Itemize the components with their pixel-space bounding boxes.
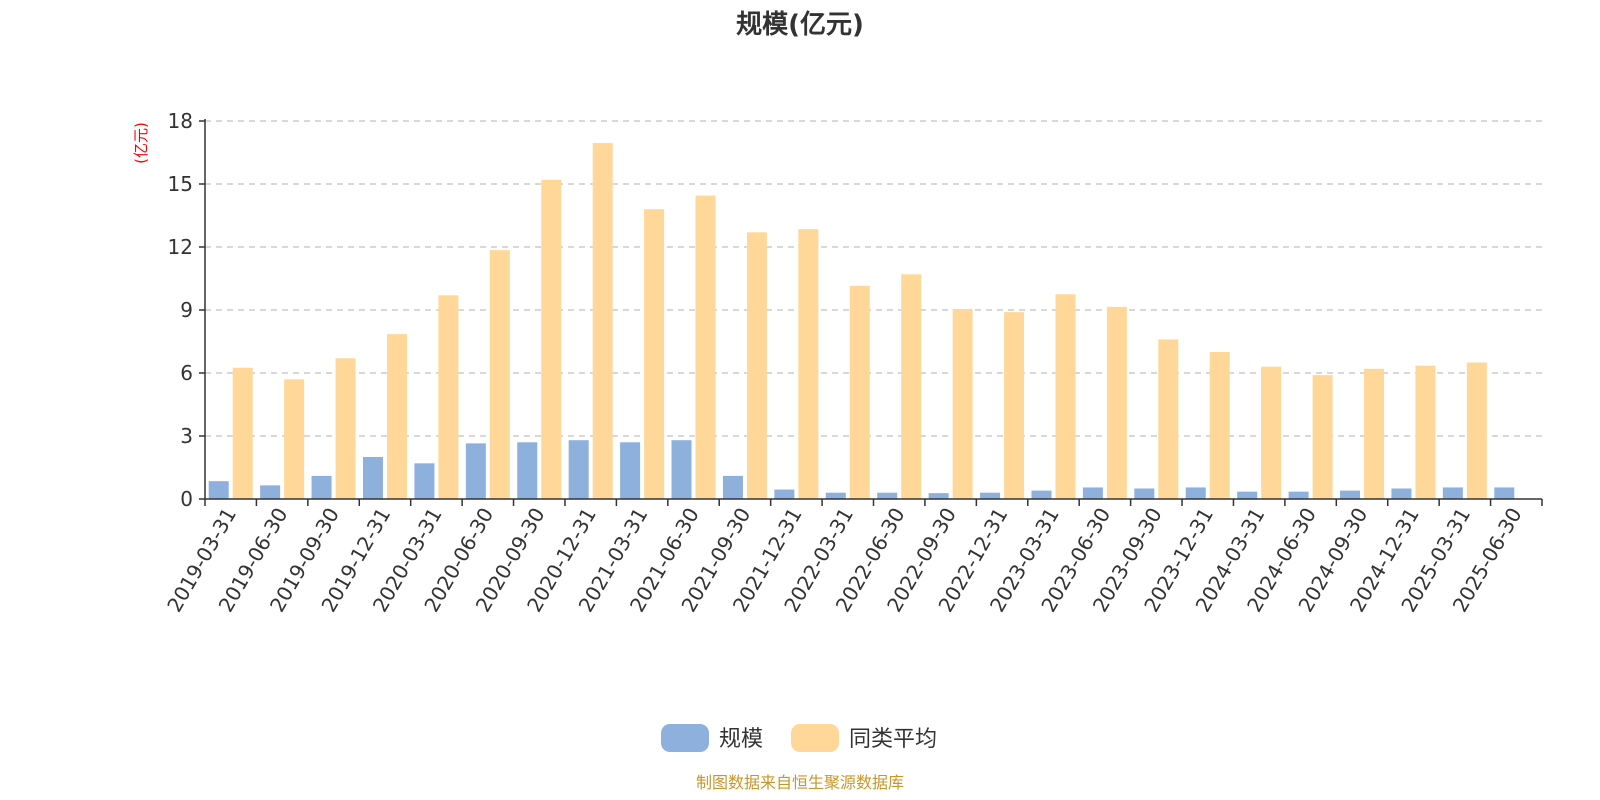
bar-peer-average	[438, 295, 459, 499]
bar-peer-average	[1055, 294, 1076, 499]
y-tick-label: 9	[180, 298, 193, 322]
bar-scale	[980, 492, 1001, 499]
bar-scale	[671, 440, 692, 499]
bar-scale	[722, 475, 743, 499]
bar-scale	[877, 492, 898, 499]
legend-label-scale[interactable]: 规模	[719, 727, 763, 752]
y-tick-label: 12	[168, 235, 193, 259]
y-tick-label: 3	[180, 424, 193, 448]
bar-scale	[1237, 491, 1258, 499]
bar-peer-average	[695, 195, 716, 500]
bar-peer-average	[1261, 366, 1282, 499]
y-tick-label: 6	[180, 361, 193, 385]
y-tick-label: 0	[180, 487, 193, 511]
bar-peer-average	[746, 232, 767, 500]
bar-peer-average	[489, 250, 510, 499]
bar-scale	[1288, 491, 1309, 499]
bar-scale	[1494, 487, 1515, 499]
bar-peer-average	[1158, 339, 1179, 499]
legend-swatch-peer-average[interactable]	[791, 724, 839, 752]
bar-peer-average	[592, 143, 613, 500]
bar-peer-average	[798, 229, 819, 499]
bar-peer-average	[1106, 306, 1127, 499]
bar-scale	[414, 463, 435, 499]
bar-scale	[928, 493, 949, 499]
bar-scale	[1134, 488, 1155, 499]
bar-scale	[1082, 487, 1103, 499]
legend: 规模 同类平均	[661, 724, 937, 752]
bar-peer-average	[1364, 368, 1385, 499]
legend-swatch-scale[interactable]	[661, 724, 709, 752]
bar-scale	[1391, 488, 1412, 499]
bar-peer-average	[1209, 352, 1230, 499]
bar-scale	[1340, 490, 1361, 499]
chart-title: 规模(亿元)	[736, 10, 864, 40]
bar-scale	[1185, 487, 1206, 499]
data-source-note: 制图数据来自恒生聚源数据库	[696, 773, 904, 792]
bar-scale	[465, 443, 486, 499]
bar-peer-average	[1004, 312, 1025, 499]
bar-peer-average	[952, 308, 973, 499]
bar-peer-average	[1466, 362, 1487, 499]
y-axis-unit-label: (亿元)	[132, 122, 150, 164]
legend-label-peer-average[interactable]: 同类平均	[849, 727, 937, 752]
bar-scale	[311, 475, 332, 499]
bar-peer-average	[644, 209, 665, 499]
bar-peer-average	[1415, 365, 1436, 499]
bar-scale	[568, 440, 589, 499]
bar-scale	[825, 492, 846, 499]
bar-scale	[620, 442, 641, 499]
bar-scale	[517, 442, 538, 499]
bar-scale	[1442, 487, 1463, 499]
bar-peer-average	[849, 285, 870, 499]
bar-scale	[260, 485, 281, 499]
bar-peer-average	[386, 334, 407, 499]
bar-peer-average	[335, 358, 356, 499]
bar-peer-average	[901, 274, 922, 499]
bar-peer-average	[541, 179, 562, 500]
bars	[208, 143, 1515, 500]
bar-scale	[208, 481, 229, 499]
bar-scale	[1031, 490, 1052, 499]
bar-scale	[774, 489, 795, 499]
bar-scale	[362, 457, 383, 499]
bar-peer-average	[1312, 375, 1333, 499]
y-tick-label: 15	[168, 172, 193, 196]
bar-peer-average	[284, 379, 305, 499]
bar-peer-average	[232, 367, 253, 499]
y-tick-label: 18	[168, 109, 193, 133]
